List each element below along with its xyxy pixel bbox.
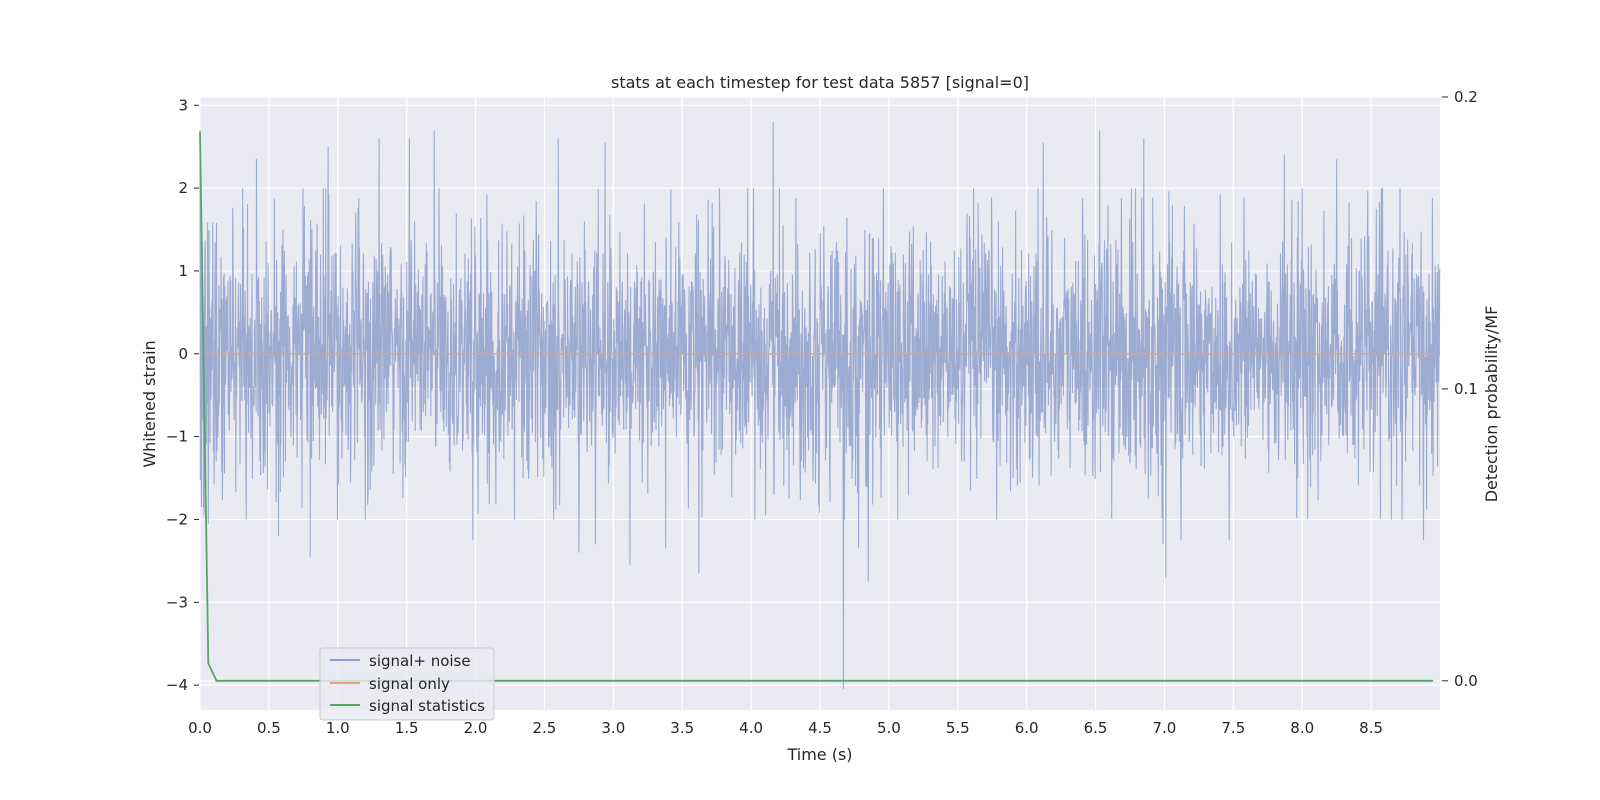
legend-box <box>319 647 495 721</box>
y-tick-label: 3 <box>178 96 188 114</box>
y-tick-label: −4 <box>166 676 188 694</box>
y-tick-label: −2 <box>166 510 188 528</box>
x-tick-label: 1.0 <box>326 719 350 737</box>
x-tick-label: 8.5 <box>1359 719 1383 737</box>
y-tick-label: −3 <box>166 593 188 611</box>
x-tick-label: 3.0 <box>601 719 625 737</box>
x-axis-label: Time (s) <box>786 745 852 764</box>
y2-axis-label: Detection probability/MF <box>1482 306 1501 503</box>
x-tick-label: 2.0 <box>464 719 488 737</box>
legend-label-signal-only: signal only <box>369 675 450 693</box>
series-signal-noise-line <box>199 121 1441 690</box>
legend: signal+ noise signal only signal statist… <box>319 647 495 721</box>
legend-label-signal-statistics: signal statistics <box>369 697 485 715</box>
series-layer <box>199 121 1441 690</box>
x-tick-label: 8.0 <box>1290 719 1314 737</box>
x-tick-label: 0.5 <box>257 719 281 737</box>
series-signal-statistics-line <box>199 131 1434 682</box>
y-tick-label: 0 <box>178 345 188 363</box>
x-tick-label: 4.5 <box>808 719 832 737</box>
x-tick-label: 5.0 <box>877 719 901 737</box>
x-tick-label: 6.0 <box>1015 719 1039 737</box>
y2-tick-label: 0.0 <box>1454 672 1478 690</box>
x-tick-label: 5.5 <box>946 719 970 737</box>
y-tick-label: 1 <box>178 262 188 280</box>
x-tick-label: 2.5 <box>533 719 557 737</box>
x-tick-label: 7.5 <box>1221 719 1245 737</box>
y2-tick-label: 0.1 <box>1454 380 1478 398</box>
x-tick-label: 7.0 <box>1153 719 1177 737</box>
x-tick-label: 6.5 <box>1084 719 1108 737</box>
x-tick-label: 3.5 <box>670 719 694 737</box>
y-axis-label: Whitened strain <box>140 340 159 467</box>
x-tick-label: 4.0 <box>739 719 763 737</box>
y2-tick-label: 0.2 <box>1454 88 1478 106</box>
chart-title: stats at each timestep for test data 585… <box>611 73 1029 92</box>
y-tick-label: 2 <box>178 179 188 197</box>
y-tick-label: −1 <box>166 428 188 446</box>
ticks: 0.0 0.5 1.0 1.5 2.0 2.5 3.0 3.5 4.0 4.5 5.0 5.5 6.0 6… <box>166 88 1478 737</box>
x-tick-label: 0.0 <box>188 719 212 737</box>
legend-label-signal-noise: signal+ noise <box>369 652 471 670</box>
x-tick-label: 1.5 <box>395 719 419 737</box>
